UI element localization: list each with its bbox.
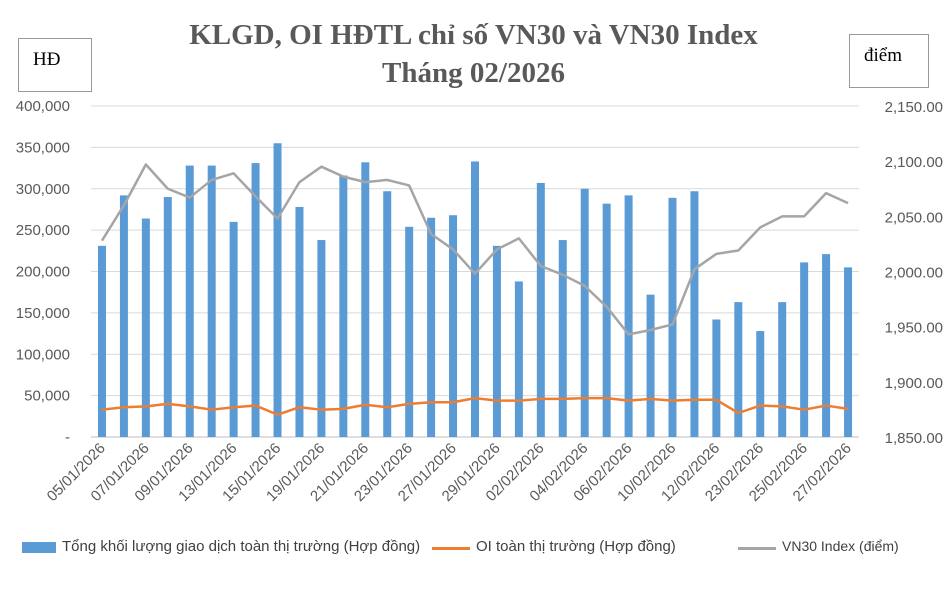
bar-volume: [207, 165, 216, 437]
left-tick-label: -: [65, 429, 70, 446]
bar-volume: [185, 165, 194, 437]
bar-volume: [97, 245, 106, 437]
right-tick-label: 2,000.00: [885, 265, 943, 282]
bar-volume: [558, 240, 567, 437]
right-tick-label: 2,100.00: [885, 154, 943, 171]
right-tick-label: 2,150.00: [885, 99, 943, 116]
bar-volume: [361, 162, 370, 437]
bar-volume: [646, 294, 655, 437]
title-line: KLGD, OI HĐTL chỉ số VN30 và VN30 Index: [189, 19, 758, 51]
left-tick-label: 50,000: [24, 388, 70, 405]
left-tick-label: 100,000: [16, 346, 70, 363]
bar-volume: [844, 267, 853, 437]
bar-volume: [602, 203, 611, 437]
bar-volume: [580, 188, 589, 437]
left-tick-label: 150,000: [16, 305, 70, 322]
bar-volume: [405, 226, 414, 437]
right-tick-label: 1,850.00: [885, 430, 943, 447]
legend-swatch-bar: [22, 542, 56, 553]
right-tick-label: 1,950.00: [885, 320, 943, 337]
bar-volume: [712, 319, 721, 437]
legend-swatch-line: [432, 547, 470, 550]
left-tick-label: 350,000: [16, 139, 70, 156]
bar-volume: [536, 182, 545, 437]
bar-volume: [778, 302, 787, 437]
left-tick-label: 200,000: [16, 264, 70, 281]
subtitle-line: Tháng 02/2026: [382, 57, 565, 89]
bar-volume: [251, 163, 260, 437]
left-axis-unit: HĐ: [18, 38, 92, 92]
legend-label: Tổng khối lượng giao dịch toàn thị trườn…: [62, 538, 421, 555]
bar-volume: [141, 218, 150, 437]
bar-volume: [383, 191, 392, 437]
legend-swatch-line: [738, 547, 776, 550]
bar-volume: [449, 215, 458, 437]
bar-volume: [756, 331, 765, 437]
left-tick-label: 250,000: [16, 222, 70, 239]
bar-volume: [690, 191, 699, 437]
bar-volume: [317, 240, 326, 437]
bar-volume: [471, 161, 479, 437]
chart-title: KLGD, OI HĐTL chỉ số VN30 và VN30 Index …: [0, 16, 947, 92]
bar-volume: [822, 254, 831, 437]
bar-volume: [668, 197, 677, 437]
bar-volume: [734, 302, 743, 437]
left-tick-label: 300,000: [16, 181, 70, 198]
bar-volume: [339, 175, 348, 437]
bar-volume: [492, 245, 501, 437]
bar-volume: [427, 217, 436, 437]
right-tick-label: 1,900.00: [885, 375, 943, 392]
bar-volume: [800, 262, 809, 437]
bar-volume: [119, 195, 128, 437]
bar-volume: [163, 197, 172, 437]
right-tick-label: 2,050.00: [885, 209, 943, 226]
right-axis-unit: điểm: [849, 34, 929, 88]
bar-volume: [273, 143, 282, 438]
left-tick-label: 400,000: [16, 98, 70, 115]
bar-volume: [514, 281, 523, 437]
bar-volume: [624, 195, 633, 437]
legend-label: VN30 Index (điểm): [782, 538, 899, 554]
bar-volume: [295, 206, 304, 437]
legend-item-vn30: VN30 Index (điểm): [738, 538, 899, 554]
legend-label: OI toàn thị trường (Hợp đồng): [476, 538, 676, 555]
bar-volume: [229, 221, 238, 437]
legend-item-oi: OI toàn thị trường (Hợp đồng): [432, 538, 676, 555]
legend-item-volume: Tổng khối lượng giao dịch toàn thị trườn…: [22, 538, 422, 555]
